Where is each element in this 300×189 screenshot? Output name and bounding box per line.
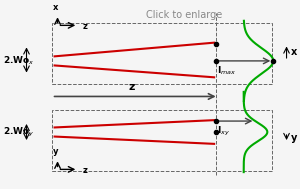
Text: I$_{max}$: I$_{max}$ [218,65,237,77]
Text: 2.Wo$_y$: 2.Wo$_y$ [3,125,34,139]
Text: x: x [291,47,297,57]
Text: z: z [83,22,88,31]
Text: y: y [291,133,297,143]
Text: z: z [128,82,135,92]
Text: z: z [83,166,88,175]
Text: y: y [53,147,59,156]
Text: x: x [53,3,59,12]
Text: 2.Wo$_x$: 2.Wo$_x$ [3,55,34,67]
Text: I$_{xy}$: I$_{xy}$ [218,125,230,138]
Bar [52,23,272,84]
Bar [52,110,272,171]
Text: Click to enlarge: Click to enlarge [146,10,223,20]
